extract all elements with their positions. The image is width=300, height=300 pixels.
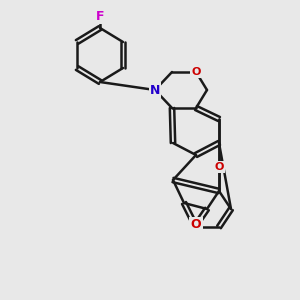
Text: N: N	[150, 83, 160, 97]
Text: F: F	[96, 10, 104, 22]
Text: O: O	[214, 162, 224, 172]
Text: O: O	[191, 67, 201, 77]
Text: O: O	[191, 218, 201, 232]
